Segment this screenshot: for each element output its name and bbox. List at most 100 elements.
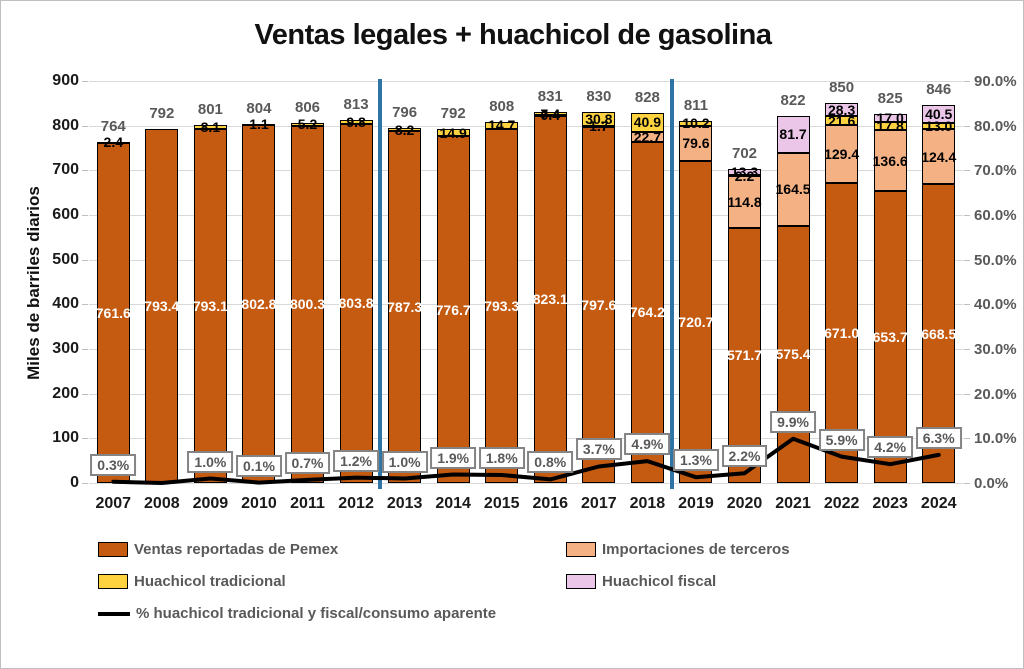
legend-item: Ventas reportadas de Pemex [98,541,338,558]
bar-segment [339,123,373,483]
y2-axis-tick: 10.0% [974,430,1017,448]
x-axis-tick: 2010 [241,495,277,512]
percent-label: 4.2% [867,436,914,459]
x-axis-tick: 2023 [872,495,908,512]
segment-label: 10.2 [682,115,710,132]
x-axis-tick: 2016 [532,495,569,512]
x-axis-tick: 2011 [290,495,325,512]
y-axis-tick: 400 [52,295,79,313]
percent-label: 1.0% [187,450,234,473]
bar-segment [485,128,519,483]
y-axis-tick: 700 [52,161,79,179]
left-tick-mark [82,259,88,261]
bar-segment [96,141,130,144]
total-label: 828 [634,89,660,107]
segment-label: 13.0 [925,117,953,134]
bar-segment [825,125,859,184]
segment-label: 802.8 [241,295,277,312]
legend-label: % huachicol tradicional y fiscal/consumo… [136,605,497,622]
y2-axis-tick: 90.0% [974,73,1017,90]
segment-label: 2.2 [734,167,755,184]
bar-segment [96,142,130,483]
segment-label: 114.8 [727,194,762,210]
segment-label: 5.2 [297,116,318,133]
segment-label: 13.3 [730,164,759,181]
legend-color-swatch [98,542,128,557]
gridline [89,304,963,306]
segment-label: 800.3 [289,296,326,313]
right-tick-mark [964,349,970,350]
segment-label: 797.6 [581,296,617,313]
bar-segment [776,116,810,153]
bar-segment [873,114,907,123]
y-axis-tick: 900 [52,72,79,89]
percent-label: 0.1% [235,454,282,477]
bar-segment [388,127,422,132]
segment-label: 575.4 [775,346,811,363]
total-label: 801 [197,101,223,119]
x-axis-tick: 2013 [386,495,423,512]
bar-segment [533,111,567,116]
x-axis-tick: 2019 [678,495,714,512]
legend-label: Huachicol tradicional [134,573,286,590]
segment-label: 14.9 [439,124,467,141]
bar-segment [630,141,664,483]
percent-label: 1.3% [672,449,719,472]
y2-axis-tick: 70.0% [974,162,1017,180]
bar-segment [679,161,713,483]
segment-label: 8.2 [394,121,415,138]
bar-segment [728,176,761,228]
y2-axis-tick: 80.0% [974,117,1017,135]
bar-segment [582,126,616,483]
bar-segment [145,128,179,483]
bar-segment [728,175,761,178]
legend-item: Huachicol tradicional [98,573,286,590]
y-axis-tick: 800 [52,116,79,134]
bar-segment [533,115,567,118]
gridline [89,349,963,350]
legend-label: Ventas reportadas de Pemex [134,541,339,558]
gridline [89,393,963,395]
segment-label: 79.6 [682,135,710,152]
bar-segment [728,169,761,176]
segment-label: 2.4 [103,134,123,151]
right-tick-mark [964,170,970,172]
total-label: 822 [780,92,806,110]
total-label: 792 [149,104,175,122]
y-axis-tick: 100 [52,429,79,447]
y2-axis-tick: 40.0% [974,296,1017,314]
legend-label: Huachicol fiscal [602,573,717,590]
segment-label: 803.8 [338,295,374,312]
segment-label: 9.8 [346,113,366,130]
legend-item: Huachicol fiscal [566,573,716,590]
left-tick-mark [82,304,88,306]
left-tick-mark [82,81,88,82]
percent-label: 3.7% [575,438,622,461]
right-tick-mark [964,483,970,484]
segment-label: 671.0 [824,325,860,342]
total-label: 811 [683,96,709,114]
gridline [89,259,963,261]
bar-segment [873,122,907,130]
y-axis-tick: 600 [52,206,79,223]
segment-label: 7.4 [540,105,560,122]
right-tick-mark [964,259,970,261]
x-axis-tick: 2021 [775,495,811,512]
y-axis-tick: 500 [52,250,79,268]
segment-label: 17.0 [876,110,904,127]
segment-label: 793.3 [484,297,520,314]
left-tick-mark [82,125,88,127]
bar-segment [873,129,907,191]
x-axis-tick: 2020 [726,495,763,512]
segment-label: 653.7 [872,329,908,345]
bar-segment [679,120,713,126]
x-axis-tick: 2022 [823,495,860,512]
x-axis-tick: 2015 [483,495,520,512]
legend-color-swatch [566,574,596,589]
period-divider-line [669,79,674,489]
total-label: 830 [586,88,612,106]
x-axis-tick: 2009 [192,495,229,512]
y2-axis-tick: 50.0% [974,251,1017,269]
total-label: 825 [877,90,903,108]
